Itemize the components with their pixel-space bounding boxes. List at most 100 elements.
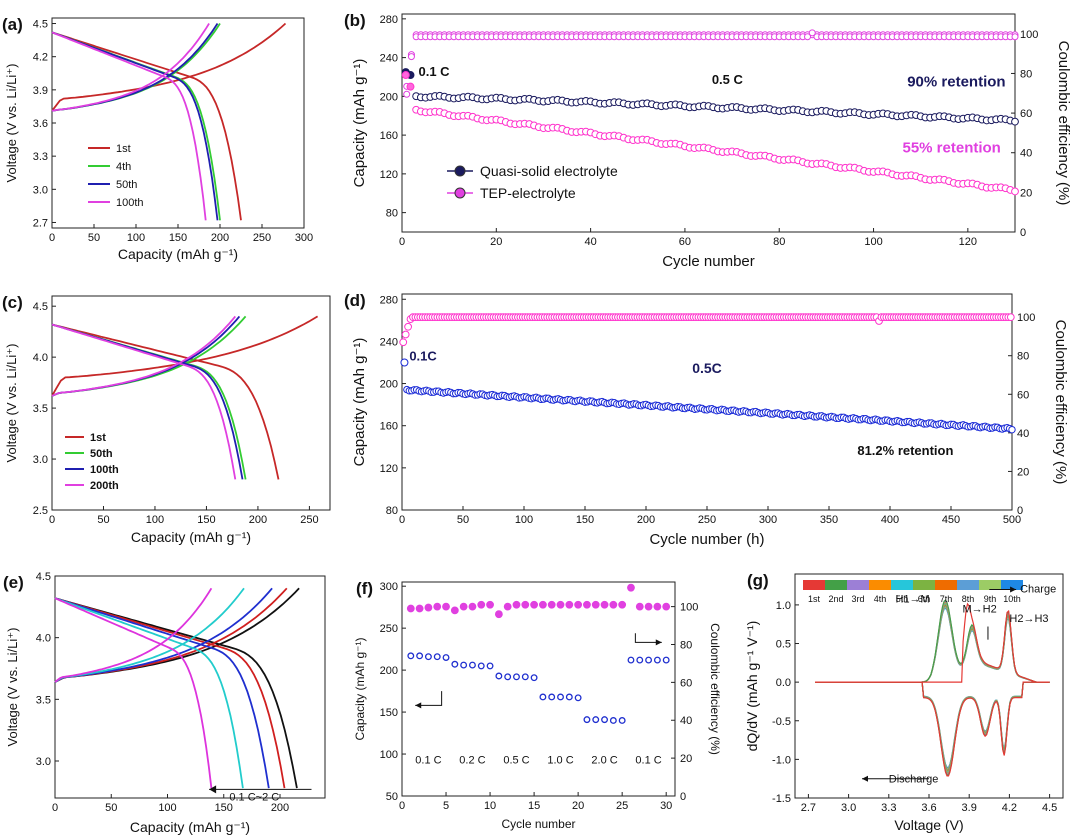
x-axis-title: Capacity (mAh g⁻¹): [118, 246, 238, 262]
ce-point: [477, 600, 486, 609]
y-tick-label: 200: [380, 665, 398, 677]
y-tick-label: 0.0: [776, 677, 791, 689]
x-tick-label: 200: [271, 802, 289, 814]
y-tick-label: -1.5: [772, 793, 791, 805]
x-tick-label: 50: [88, 232, 100, 244]
ce-point: [442, 602, 450, 611]
e-0.2C-discharge-curve: [54, 597, 286, 789]
x-axis-title: Capacity (mAh g⁻¹): [131, 529, 251, 545]
x-tick-label: 250: [698, 514, 716, 526]
panel-label: (d): [344, 291, 366, 310]
y-tick-label: 280: [380, 14, 398, 26]
legend-entry: 10th: [1003, 594, 1021, 604]
x-axis-title: Capacity (mAh g⁻¹): [130, 819, 250, 835]
y-tick-label: 1.0: [776, 600, 791, 612]
y-tick-label: 3.9: [33, 85, 48, 97]
dqdv-discharge-curve: [815, 681, 1050, 773]
panel-d: [399, 293, 1016, 511]
x-tick-label: 3.9: [962, 802, 977, 814]
annotation-rate: 0.1C: [409, 348, 437, 363]
legend-entry: 2nd: [828, 594, 843, 604]
x-tick-label: 80: [773, 236, 785, 248]
capacity-point: [504, 673, 512, 681]
y-axis-title: dQ/dV (mAh g⁻¹ V⁻¹): [744, 621, 760, 752]
legend-entry: Quasi-solid electrolyte: [480, 163, 618, 179]
x-tick-label: 100: [515, 514, 533, 526]
ce-point: [627, 583, 635, 592]
rate-label: 0.1 C: [635, 754, 661, 766]
capacity-point: [530, 674, 538, 682]
ce-point: [399, 338, 408, 347]
panel-label: (g): [747, 571, 769, 590]
x-tick-label: 500: [1003, 514, 1021, 526]
y-axis-title: Capacity (mAh g⁻¹): [351, 338, 368, 467]
legend-entry: 3rd: [851, 594, 864, 604]
a-1st-discharge-curve: [51, 31, 242, 221]
legend-marker: [454, 165, 466, 177]
panel-label: (e): [3, 573, 24, 592]
dqdv-discharge-curve: [815, 681, 1050, 772]
c-100th-charge-curve: [51, 315, 241, 397]
legend-entry: 9th: [984, 594, 997, 604]
y-axis-title: Voltage (V vs. Li/Li⁺): [5, 628, 20, 747]
capacity-point: [513, 673, 520, 681]
legend-marker: [454, 187, 466, 199]
ce-point: [653, 602, 662, 611]
x-axis-title: Cycle number: [501, 817, 575, 831]
plot-frame: [401, 581, 676, 797]
legend-entry: 4th: [874, 594, 887, 604]
y-tick-label: 300: [380, 581, 398, 593]
ce-axis-arrow-head: [655, 639, 662, 646]
y-tick-label: 3.6: [33, 118, 48, 130]
x-tick-label: 150: [197, 514, 215, 526]
y2-tick-label: 0: [1020, 227, 1026, 239]
panel-b: [401, 13, 1019, 233]
y-tick-label: 3.3: [33, 151, 48, 163]
legend-entry: 100th: [116, 197, 144, 209]
legend-entry: 50th: [116, 179, 137, 191]
legend-entry: 8th: [962, 594, 975, 604]
c-200th-discharge-curve: [51, 323, 237, 480]
capacity-point: [521, 673, 529, 681]
y-axis-title: Voltage (V vs. Li/Li⁺): [4, 64, 19, 183]
y2-axis-title: Coulombic efficiency (%): [1055, 41, 1072, 206]
ce-point: [618, 600, 627, 609]
capacity-point: [1011, 187, 1019, 196]
panel-c: [51, 295, 331, 511]
y-tick-label: 280: [380, 294, 398, 306]
e-1.0C-charge-curve: [54, 587, 245, 683]
y-tick-label: 2.7: [33, 217, 48, 229]
a-1st-charge-curve: [51, 22, 287, 112]
capacity-point: [442, 654, 450, 661]
x-tick-label: 4.5: [1042, 802, 1057, 814]
y2-axis-title: Coulombic efficiency (%): [1052, 320, 1069, 485]
y-tick-label: 160: [380, 130, 398, 142]
capacity-point: [662, 656, 670, 664]
x-tick-label: 10: [484, 800, 496, 812]
capacity-point: [416, 652, 424, 660]
annotation-retention: 81.2% retention: [857, 443, 953, 458]
legend-entry: 200th: [90, 480, 119, 492]
y2-tick-label: 80: [1017, 351, 1029, 363]
plot-frame: [54, 575, 326, 799]
annotation-phase: H2→H3: [1009, 613, 1048, 625]
e-2.0C-charge-curve: [54, 587, 213, 683]
ce-point: [1006, 313, 1015, 322]
y-tick-label: 240: [380, 53, 398, 65]
y-tick-label: 50: [386, 791, 398, 803]
legend-swatch: [869, 580, 891, 590]
legend-swatch: [913, 580, 935, 590]
y-tick-label: 3.0: [33, 184, 48, 196]
capacity-axis-arrow-head: [415, 702, 422, 709]
dqdv-discharge-curve: [815, 681, 1050, 769]
ce-point: [401, 330, 410, 339]
x-tick-label: 100: [146, 514, 164, 526]
capacity-point: [495, 672, 503, 680]
y2-tick-label: 20: [1020, 187, 1032, 199]
plot-frame: [51, 17, 305, 229]
capacity-point: [574, 694, 582, 702]
annotation-retention: 55% retention: [902, 140, 1000, 157]
y-tick-label: 2.5: [33, 505, 48, 517]
dqdv-discharge-curve: [815, 681, 1050, 771]
panel-a: [51, 17, 305, 229]
